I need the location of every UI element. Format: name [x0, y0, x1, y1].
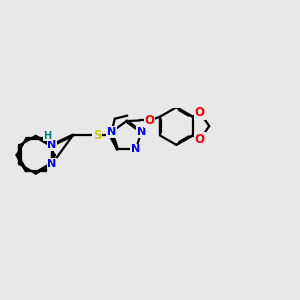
- Text: N: N: [107, 127, 116, 137]
- Text: H: H: [43, 131, 51, 141]
- Text: N: N: [137, 127, 146, 137]
- Text: N: N: [47, 140, 57, 150]
- Text: N: N: [131, 144, 140, 154]
- Text: O: O: [145, 114, 155, 127]
- Text: O: O: [195, 106, 205, 119]
- Text: S: S: [93, 129, 102, 142]
- Text: N: N: [47, 159, 57, 169]
- Text: O: O: [195, 133, 205, 146]
